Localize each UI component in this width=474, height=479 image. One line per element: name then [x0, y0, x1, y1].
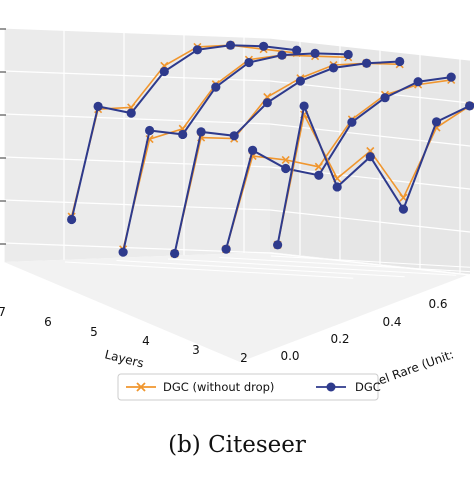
dgc-point [178, 130, 187, 139]
dgc-point [296, 76, 305, 85]
dgc-point [222, 245, 231, 254]
legend: DGC (without drop) DGC [118, 374, 381, 400]
dgc-point [347, 118, 356, 127]
dgc-point [119, 248, 128, 257]
layer-tick-label: 5 [90, 325, 98, 339]
dgc-point [211, 83, 220, 92]
dgc-point [248, 146, 257, 155]
dgc-point [170, 249, 179, 258]
dgc-point [94, 102, 103, 111]
layer-tick-label: 6 [44, 315, 52, 329]
floor-pane [4, 252, 470, 362]
dgc-point [145, 126, 154, 135]
dgc-point [193, 45, 202, 54]
dgc-point [329, 63, 338, 72]
dgc-point [314, 171, 323, 180]
dgc-point [465, 101, 474, 110]
dgc-point [380, 93, 389, 102]
dgc-point [127, 109, 136, 118]
dgc-point [226, 41, 235, 50]
dgc-point [67, 215, 76, 224]
dgc-point [244, 58, 253, 67]
layer-tick-label: 2 [240, 351, 248, 365]
dgc-point [160, 67, 169, 76]
layer-tick-label: 7 [0, 305, 6, 319]
label-rate-tick-label: 0.0 [280, 349, 299, 363]
dgc-point [311, 49, 320, 58]
dgc-point [414, 77, 423, 86]
dgc-point [263, 98, 272, 107]
dgc-point [273, 240, 282, 249]
layer-tick-label: 4 [142, 334, 150, 348]
dgc-point [197, 127, 206, 136]
x-axis-label: Layers [103, 347, 145, 370]
dgc-point [281, 164, 290, 173]
dgc-point [366, 152, 375, 161]
legend-label-dgc-without-drop: DGC (without drop) [163, 380, 274, 394]
label-rate-tick-label: 0.6 [428, 297, 447, 311]
dgc-point [277, 51, 286, 60]
legend-circle-marker [327, 383, 336, 392]
label-rate-tick-label: 0.4 [382, 315, 401, 329]
dgc-point [395, 57, 404, 66]
label-rate-tick-label: 0.2 [330, 332, 349, 346]
layer-tick-label: 3 [192, 343, 200, 357]
dgc-point [432, 117, 441, 126]
dgc-point [230, 131, 239, 140]
back-wall-pane [4, 28, 270, 262]
dgc-point [300, 101, 309, 110]
dgc-point [259, 42, 268, 51]
dgc-point [362, 59, 371, 68]
dgc-point [447, 73, 456, 82]
legend-label-dgc: DGC [355, 380, 381, 394]
dgc-point [333, 182, 342, 191]
dgc-point [344, 50, 353, 59]
dgc-point [399, 205, 408, 214]
figure-caption: (b) Citeseer [168, 432, 306, 458]
